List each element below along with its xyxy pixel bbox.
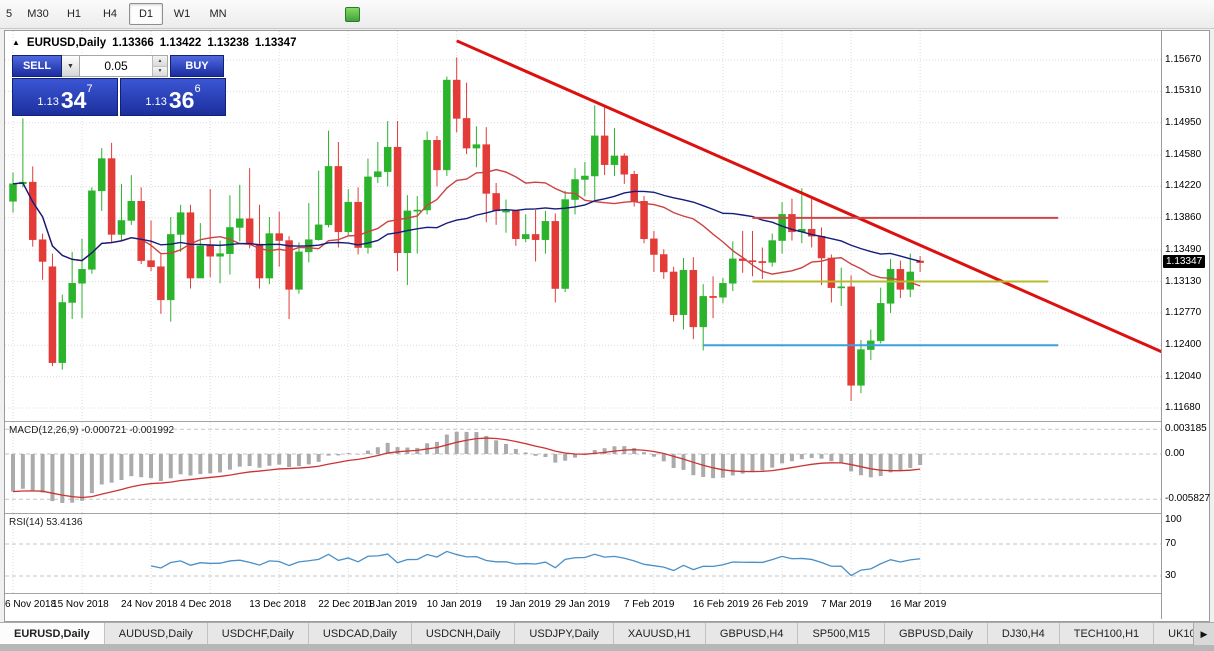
date-axis-label: 1 Jan 2019 (367, 599, 418, 610)
buy-button[interactable]: BUY (170, 55, 224, 77)
date-axis-label: 7 Mar 2019 (821, 599, 872, 610)
ohlc-low: 1.13238 (207, 37, 249, 49)
lot-decrease-button[interactable]: ▼ (153, 66, 167, 76)
scroll-right-icon: ▶ (1200, 628, 1208, 639)
chevron-down-icon: ▼ (67, 62, 74, 70)
timeframe-button-mn[interactable]: MN (209, 8, 227, 20)
price-axis-label: 1.11680 (1165, 402, 1201, 413)
price-axis-label: 1.13130 (1165, 275, 1202, 287)
toolbar: 5 M30 H1 H4 D1 W1 MN (0, 0, 1214, 29)
lot-increase-button[interactable]: ▲ (153, 56, 167, 67)
lot-size-input[interactable] (80, 56, 152, 76)
date-axis[interactable]: 6 Nov 2018 15 Nov 2018 24 Nov 2018 4 Dec 20… (5, 594, 1161, 619)
buy-price-pips: 36 (168, 87, 195, 114)
sell-button[interactable]: SELL (12, 55, 62, 77)
buy-price-bigfigure: 1.13 (145, 96, 167, 108)
chart-tab-xauusd-h1[interactable]: XAUUSD,H1 (613, 623, 706, 645)
chart-tab-usdcnh-daily[interactable]: USDCNH,Daily (411, 623, 516, 645)
price-axis[interactable]: 1.13347 1.15670 1.15310 1.14950 1.14580 1.14… (1161, 31, 1211, 619)
chart-tab-tech100-h1[interactable]: TECH100,H1 (1059, 623, 1155, 645)
price-axis-label: 1.13490 (1165, 244, 1202, 256)
date-axis-label: 29 Jan 2019 (554, 599, 610, 610)
date-axis-label: 13 Dec 2018 (249, 599, 306, 610)
ohlc-high: 1.13422 (159, 37, 202, 49)
ohlc-close: 1.13347 (254, 37, 297, 49)
spin-up-icon: ▲ (157, 57, 163, 64)
date-axis-label: 16 Feb 2019 (692, 599, 750, 610)
price-axis-label: 1.12040 (1165, 370, 1202, 382)
price-axis-label: 1.12400 (1165, 339, 1202, 351)
toolbar-indicator-icon[interactable] (345, 7, 360, 22)
rsi-axis-label: 70 (1165, 538, 1177, 549)
price-chart[interactable]: ▲ EURUSD,Daily 1.13366 1.13422 1.13238 1… (5, 31, 1161, 421)
rsi-axis-label: 30 (1165, 570, 1177, 581)
ohlc-open: 1.13366 (112, 37, 154, 49)
rsi-chart[interactable]: RSI(14) 53.4136 (5, 514, 1161, 593)
macd-axis-label: 0.003185 (1165, 423, 1207, 435)
date-axis-label: 19 Jan 2019 (495, 599, 551, 610)
chart-symbol-label: EURUSD,Daily (26, 37, 107, 49)
macd-chart[interactable]: MACD(12,26,9) -0.000721 -0.001992 (5, 422, 1161, 513)
sell-price-pipette: 7 (86, 83, 93, 95)
date-axis-label: 7 Feb 2019 (623, 599, 675, 610)
status-strip (0, 644, 1214, 651)
pane-separator[interactable] (5, 593, 1207, 594)
chart-tab-eurusd-daily[interactable]: EURUSD,Daily (0, 623, 105, 645)
sell-price-display[interactable]: 1.13 34 7 (12, 78, 118, 116)
current-price-badge: 1.13347 (1163, 254, 1206, 268)
chart-tab-usdcad-daily[interactable]: USDCAD,Daily (308, 623, 412, 645)
timeframe-button-m30[interactable]: M30 (27, 8, 49, 20)
date-axis-label: 16 Mar 2019 (890, 599, 947, 610)
chart-tab-bar: EURUSD,Daily AUDUSD,Daily USDCHF,Daily USDC… (0, 622, 1214, 645)
timeframe-button-d1[interactable]: D1 (129, 3, 163, 25)
chart-title: ▲ EURUSD,Daily 1.13366 1.13422 1.13238 1… (12, 37, 296, 49)
timeframe-button-h1[interactable]: H1 (66, 8, 82, 20)
rsi-axis-label: 100 (1165, 514, 1182, 525)
lot-size-field: ▲ ▼ (80, 55, 168, 77)
price-axis-label: 1.14950 (1165, 116, 1202, 128)
buy-price-pipette: 6 (194, 83, 201, 95)
macd-indicator-label: MACD(12,26,9) -0.000721 -0.001992 (9, 425, 175, 436)
chart-tab-dj30-h4[interactable]: DJ30,H4 (987, 623, 1060, 645)
timeframe-button-w1[interactable]: W1 (173, 8, 191, 20)
pane-separator[interactable] (5, 513, 1207, 514)
pane-separator[interactable] (5, 421, 1207, 422)
date-axis-label: 24 Nov 2018 (121, 599, 178, 610)
chart-tab-sp500-m15[interactable]: SP500,M15 (798, 623, 885, 645)
one-click-trading-panel: SELL ▼ ▲ ▼ (12, 55, 226, 116)
chart-tab-gbpusd-daily[interactable]: GBPUSD,Daily (884, 623, 988, 645)
chart-tab-gbpusd-h4[interactable]: GBPUSD,H4 (705, 623, 799, 645)
price-axis-label: 1.14580 (1165, 149, 1202, 161)
price-axis-label: 1.12770 (1165, 306, 1202, 318)
date-axis-label: 10 Jan 2019 (426, 599, 482, 610)
timeframe-button-h4[interactable]: H4 (102, 8, 118, 20)
sell-price-bigfigure: 1.13 (37, 96, 59, 108)
spin-down-icon: ▼ (157, 68, 163, 75)
price-axis-label: 1.13860 (1165, 211, 1202, 223)
collapse-one-click-icon[interactable]: ▲ (12, 38, 20, 47)
date-axis-label: 15 Nov 2018 (52, 599, 109, 610)
date-axis-label: 6 Nov 2018 (5, 599, 57, 610)
timeframe-button-5[interactable]: 5 (5, 8, 13, 20)
buy-price-display[interactable]: 1.13 36 6 (120, 78, 226, 116)
price-axis-label: 1.15310 (1165, 85, 1202, 97)
date-axis-label: 26 Feb 2019 (752, 599, 809, 610)
chart-tab-usdjpy-daily[interactable]: USDJPY,Daily (515, 623, 614, 645)
date-axis-label: 4 Dec 2018 (180, 599, 232, 610)
chart-tab-usdchf-daily[interactable]: USDCHF,Daily (207, 623, 309, 645)
price-axis-label: 1.14220 (1165, 180, 1202, 192)
tab-scroll-right-button[interactable]: ▶ (1193, 622, 1214, 645)
macd-axis-label: -0.005827 (1165, 493, 1211, 505)
date-axis-label: 22 Dec 2018 (318, 599, 375, 610)
macd-axis-label: 0.00 (1165, 448, 1185, 459)
price-axis-label: 1.15670 (1165, 54, 1202, 65)
timeframe-button-group: 5 M30 H1 H4 D1 W1 MN (0, 0, 236, 28)
lot-dropdown-button[interactable]: ▼ (62, 55, 80, 77)
chart-tab-audusd-daily[interactable]: AUDUSD,Daily (104, 623, 208, 645)
sell-price-pips: 34 (60, 87, 87, 114)
rsi-indicator-label: RSI(14) 53.4136 (9, 517, 83, 528)
chart-window: ▲ EURUSD,Daily 1.13366 1.13422 1.13238 1… (4, 30, 1210, 622)
lot-spinner: ▲ ▼ (152, 56, 167, 76)
